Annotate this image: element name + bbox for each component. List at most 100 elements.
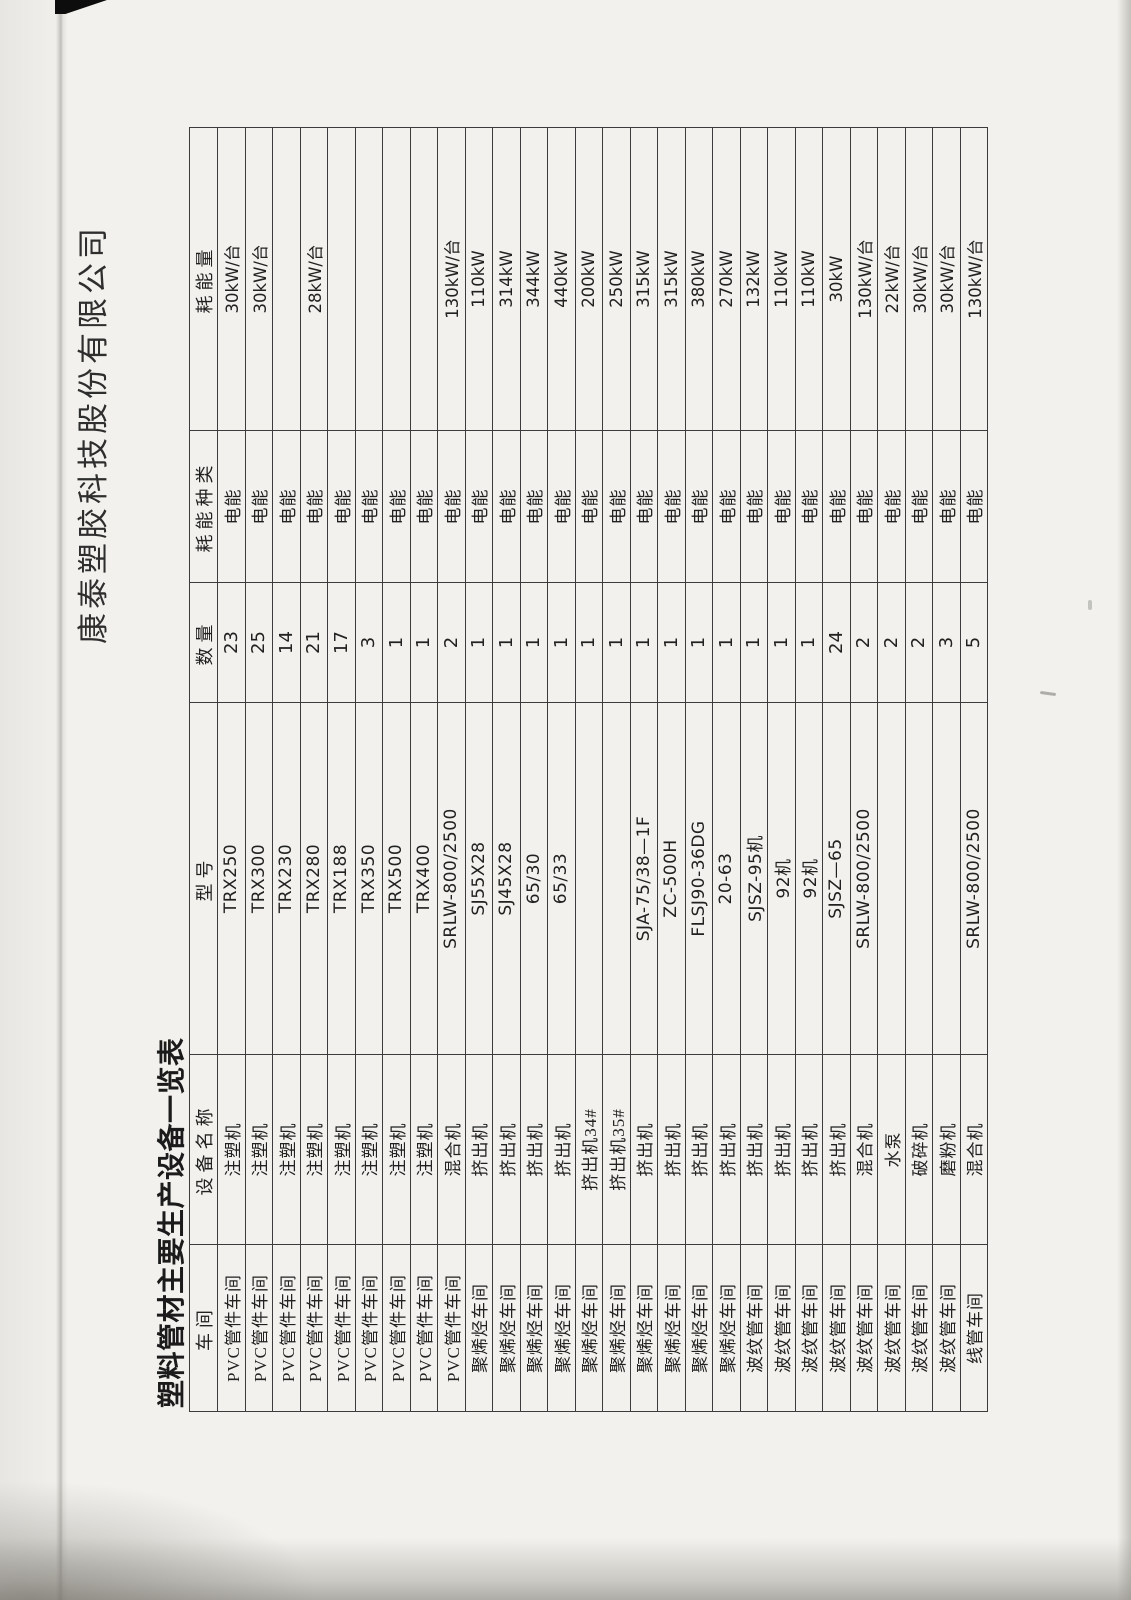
cell-equipment-name: 挤出机 (712, 1054, 740, 1245)
cell-model: SJSZ—65 (822, 702, 850, 1055)
cell-workshop: PVC管件车间 (272, 1244, 300, 1412)
cell-workshop: 聚烯烃车间 (712, 1244, 740, 1412)
cell-energy-type: 电能 (492, 430, 520, 583)
cell-equipment-name: 破碎机 (905, 1054, 933, 1245)
cell-equipment-name: 注塑机 (217, 1054, 245, 1245)
cell-quantity: 3 (932, 582, 960, 703)
cell-workshop: 聚烯烃车间 (657, 1244, 685, 1412)
column-header-equipment-name: 设备名称 (189, 1054, 218, 1245)
cell-quantity: 5 (960, 582, 988, 703)
column-header-model: 型号 (189, 702, 218, 1055)
cell-model: TRX400 (410, 702, 438, 1055)
cell-energy-type: 电能 (905, 430, 933, 583)
table-row: PVC管件车间 注塑机 TRX280 21 电能 28kW/台 (300, 127, 328, 1412)
cell-workshop: 聚烯烃车间 (685, 1244, 713, 1412)
cell-energy-amount (410, 127, 438, 431)
cell-model (602, 702, 630, 1055)
column-header-workshop: 车间 (189, 1244, 218, 1412)
cell-energy-type: 电能 (547, 430, 575, 583)
cell-energy-type: 电能 (410, 430, 438, 583)
table-row: 波纹管车间 磨粉机 3 电能 30kW/台 (932, 127, 960, 1412)
table-row: 波纹管车间 挤出机 SJSZ—65 24 电能 30kW (822, 127, 850, 1412)
table-row: PVC管件车间 注塑机 TRX300 25 电能 30kW/台 (245, 127, 273, 1412)
cell-energy-amount: 28kW/台 (300, 127, 328, 431)
cell-equipment-name: 水泵 (877, 1054, 905, 1245)
column-header-energy-type: 耗能种类 (189, 430, 218, 583)
cell-energy-type: 电能 (685, 430, 713, 583)
cell-energy-amount: 130kW/台 (960, 127, 988, 431)
cell-model: SRLW-800/2500 (960, 702, 988, 1055)
table-row: 波纹管车间 破碎机 2 电能 30kW/台 (905, 127, 933, 1412)
cell-quantity: 1 (492, 582, 520, 703)
cell-model: TRX500 (382, 702, 410, 1055)
cell-quantity: 2 (850, 582, 878, 703)
cell-model: SJA-75/38—1F (630, 702, 658, 1055)
cell-workshop: PVC管件车间 (437, 1244, 465, 1412)
cell-model (905, 702, 933, 1055)
cell-energy-type: 电能 (712, 430, 740, 583)
cell-energy-amount: 30kW (822, 127, 850, 431)
cell-model: SJ55X28 (465, 702, 493, 1055)
cell-energy-amount: 200kW (575, 127, 603, 431)
cell-equipment-name: 挤出机 (630, 1054, 658, 1245)
cell-model (575, 702, 603, 1055)
table-row: PVC管件车间 注塑机 TRX350 3 电能 (355, 127, 383, 1412)
cell-workshop: 聚烯烃车间 (630, 1244, 658, 1412)
column-header-quantity: 数量 (189, 582, 218, 703)
cell-workshop: 波纹管车间 (795, 1244, 823, 1412)
table-row: PVC管件车间 注塑机 TRX230 14 电能 (272, 127, 300, 1412)
table-row: 波纹管车间 挤出机 92机 1 电能 110kW (767, 127, 795, 1412)
cell-energy-amount (327, 127, 355, 431)
cell-workshop: 聚烯烃车间 (575, 1244, 603, 1412)
cell-quantity: 2 (877, 582, 905, 703)
table-row: 聚烯烃车间 挤出机 SJA-75/38—1F 1 电能 315kW (630, 127, 658, 1412)
cell-energy-type: 电能 (822, 430, 850, 583)
cell-quantity: 21 (300, 582, 328, 703)
cell-energy-amount: 132kW (740, 127, 768, 431)
cell-energy-amount: 315kW (630, 127, 658, 431)
cell-quantity: 1 (465, 582, 493, 703)
column-header-energy-amount: 耗能量 (189, 127, 218, 431)
cell-quantity: 1 (382, 582, 410, 703)
cell-workshop: 聚烯烃车间 (602, 1244, 630, 1412)
cell-energy-type: 电能 (767, 430, 795, 583)
cell-quantity: 1 (685, 582, 713, 703)
cell-model: 65/30 (520, 702, 548, 1055)
cell-equipment-name: 挤出机 (685, 1054, 713, 1245)
cell-equipment-name: 混合机 (850, 1054, 878, 1245)
cell-energy-type: 电能 (465, 430, 493, 583)
cell-quantity: 1 (520, 582, 548, 703)
cell-equipment-name: 混合机 (437, 1054, 465, 1245)
cell-energy-type: 电能 (382, 430, 410, 583)
cell-workshop: PVC管件车间 (355, 1244, 383, 1412)
cell-quantity: 1 (712, 582, 740, 703)
cell-model (877, 702, 905, 1055)
cell-equipment-name: 挤出机 (657, 1054, 685, 1245)
cell-workshop: 波纹管车间 (850, 1244, 878, 1412)
table-row: 聚烯烃车间 挤出机 65/30 1 电能 344kW (520, 127, 548, 1412)
cell-model: SJ45X28 (492, 702, 520, 1055)
cell-energy-amount: 30kW/台 (905, 127, 933, 431)
cell-workshop: 波纹管车间 (905, 1244, 933, 1412)
cell-workshop: 线管车间 (960, 1244, 988, 1412)
cell-energy-type: 电能 (795, 430, 823, 583)
cell-energy-amount: 314kW (492, 127, 520, 431)
table-row: 波纹管车间 混合机 SRLW-800/2500 2 电能 130kW/台 (850, 127, 878, 1412)
cell-energy-type: 电能 (630, 430, 658, 583)
cell-energy-type: 电能 (932, 430, 960, 583)
cell-energy-type: 电能 (960, 430, 988, 583)
cell-model: TRX350 (355, 702, 383, 1055)
cell-model: TRX300 (245, 702, 273, 1055)
cell-model (932, 702, 960, 1055)
cell-energy-amount: 110kW (465, 127, 493, 431)
cell-energy-type: 电能 (355, 430, 383, 583)
table-row: 线管车间 混合机 SRLW-800/2500 5 电能 130kW/台 (960, 127, 988, 1412)
cell-equipment-name: 注塑机 (245, 1054, 273, 1245)
table-row: 波纹管车间 水泵 2 电能 22kW/台 (877, 127, 905, 1412)
cell-energy-type: 电能 (327, 430, 355, 583)
table-row: 聚烯烃车间 挤出机 65/33 1 电能 440kW (547, 127, 575, 1412)
table-row: 聚烯烃车间 挤出机 20-63 1 电能 270kW (712, 127, 740, 1412)
cell-energy-type: 电能 (575, 430, 603, 583)
cell-energy-amount: 315kW (657, 127, 685, 431)
